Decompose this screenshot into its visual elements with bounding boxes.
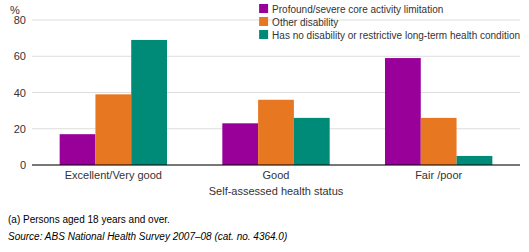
legend: Profound/severe core activity limitation… xyxy=(259,4,520,41)
legend-swatch xyxy=(259,17,268,26)
x-tick-label: Good xyxy=(263,169,290,181)
legend-swatch xyxy=(259,4,268,13)
y-tick-label: 0 xyxy=(20,159,26,171)
legend-item: Profound/severe core activity limitation xyxy=(259,4,443,15)
legend-label: Profound/severe core activity limitation xyxy=(272,4,443,15)
chart: 020406080Excellent/Very goodGoodFair /po… xyxy=(0,0,529,252)
y-tick-label: 40 xyxy=(14,87,26,99)
legend-swatch xyxy=(259,30,268,39)
legend-item: Has no disability or restrictive long-te… xyxy=(259,30,520,41)
bar xyxy=(60,134,96,165)
bar xyxy=(385,58,421,165)
x-axis-label: Self-assessed health status xyxy=(209,185,344,197)
grid-line xyxy=(32,165,520,166)
x-axis-line xyxy=(32,165,520,166)
grid-line xyxy=(32,92,520,93)
bar xyxy=(457,156,493,165)
annotation: Source: ABS National Health Survey 2007–… xyxy=(8,231,287,242)
grid-line xyxy=(32,56,520,57)
bars xyxy=(60,40,493,165)
bar xyxy=(421,118,457,165)
bar xyxy=(222,123,258,165)
y-tick-label: 20 xyxy=(14,123,26,135)
x-tick-label: Excellent/Very good xyxy=(65,169,162,181)
grid xyxy=(32,20,520,165)
bar xyxy=(95,94,131,165)
y-axis-label: % xyxy=(10,4,20,16)
x-tick-label: Fair /poor xyxy=(415,169,462,181)
bar xyxy=(258,100,294,165)
y-tick-label: 60 xyxy=(14,50,26,62)
annotation: (a) Persons aged 18 years and over. xyxy=(8,214,170,225)
legend-label: Other disability xyxy=(272,17,338,28)
legend-item: Other disability xyxy=(259,17,338,28)
legend-label: Has no disability or restrictive long-te… xyxy=(272,30,520,41)
bar xyxy=(294,118,330,165)
bar xyxy=(131,40,167,165)
